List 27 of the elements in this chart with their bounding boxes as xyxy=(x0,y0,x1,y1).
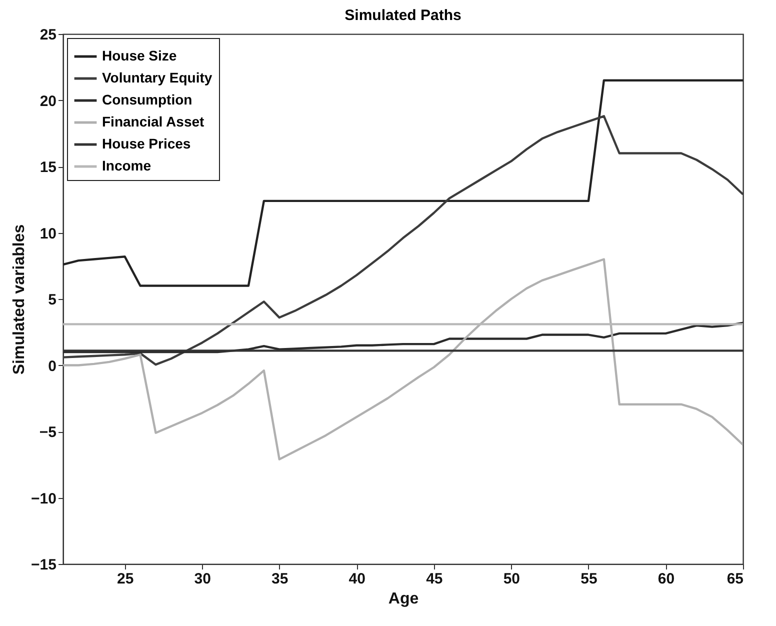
x-tick-label: 50 xyxy=(503,570,520,588)
x-tick-label: 55 xyxy=(580,570,598,588)
x-tick-label: 65 xyxy=(726,570,744,588)
y-tick-label: 15 xyxy=(40,159,56,176)
x-tick-label: 45 xyxy=(426,570,443,588)
legend-label: Voluntary Equity xyxy=(102,70,212,86)
legend-label: Income xyxy=(102,158,152,174)
x-tick-label: 35 xyxy=(272,570,288,588)
legend-label: Financial Asset xyxy=(102,114,205,130)
legend-label: House Prices xyxy=(102,136,191,152)
y-tick-label: 10 xyxy=(40,225,56,242)
legend-label: House Size xyxy=(102,48,177,64)
legend-label: Consumption xyxy=(102,92,192,108)
y-tick-label: −10 xyxy=(31,490,56,508)
x-tick-label: 30 xyxy=(194,570,211,588)
x-axis-title: Age xyxy=(388,590,419,608)
chart-title: Simulated Paths xyxy=(344,7,462,24)
x-tick-label: 40 xyxy=(348,570,366,588)
x-tick-label: 60 xyxy=(658,570,675,588)
y-tick-label: −15 xyxy=(31,556,56,574)
y-tick-label: 5 xyxy=(48,292,56,308)
y-tick-label: 0 xyxy=(48,358,56,375)
y-tick-label: −5 xyxy=(39,424,56,441)
x-tick-label: 25 xyxy=(116,570,134,588)
y-axis-title: Simulated variables xyxy=(11,224,28,375)
y-tick-label: 20 xyxy=(40,92,56,110)
y-tick-label: 25 xyxy=(40,26,56,44)
